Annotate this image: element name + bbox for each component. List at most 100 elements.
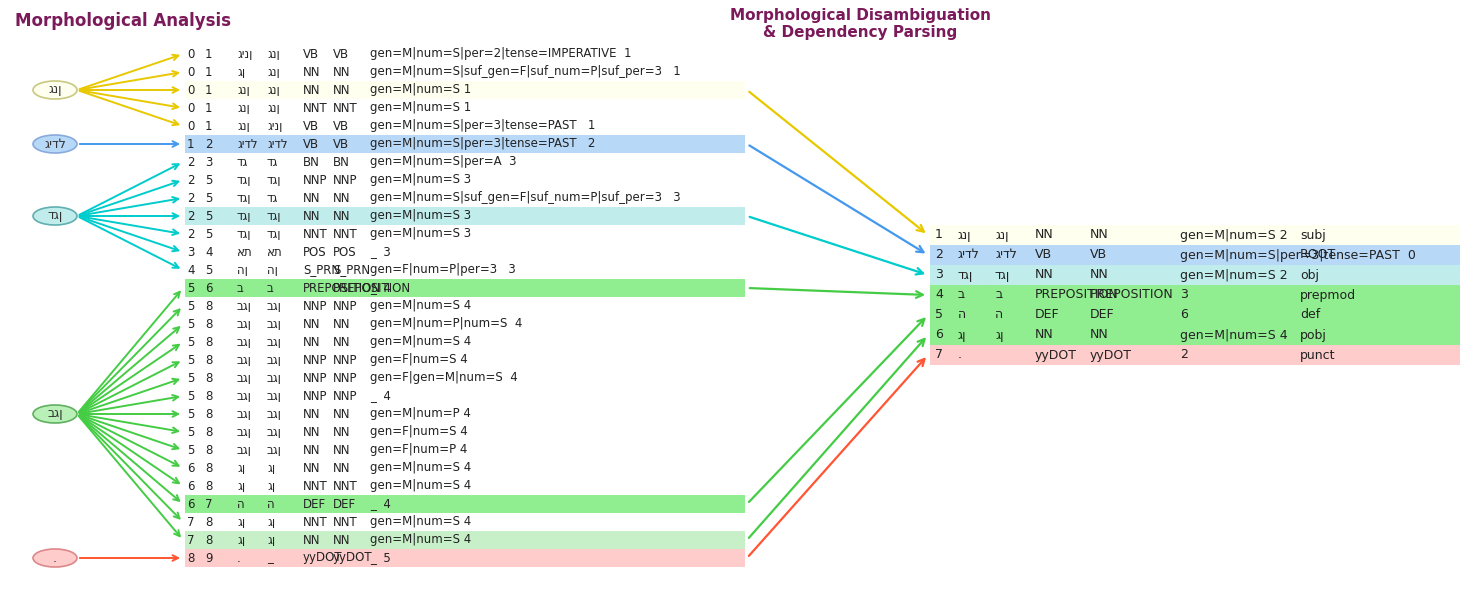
Text: 8: 8 [205,480,212,492]
Text: gen=F|gen=M|num=S  4: gen=F|gen=M|num=S 4 [369,371,518,384]
Text: gen=M|num=S 4: gen=M|num=S 4 [369,461,471,475]
Text: גידל: גידל [995,248,1017,262]
Text: 8: 8 [205,426,212,438]
Text: NNT: NNT [333,515,358,529]
Text: בגן: בגן [237,426,252,438]
Text: 1: 1 [205,101,212,115]
Text: 8: 8 [205,461,212,475]
Text: gen=M|num=S 4: gen=M|num=S 4 [369,534,471,546]
Text: Morphological Analysis: Morphological Analysis [15,12,231,30]
Text: gen=M|num=S|per=3|tense=PAST  0: gen=M|num=S|per=3|tense=PAST 0 [1181,248,1416,262]
Text: ה: ה [958,308,966,322]
Text: 1: 1 [205,66,212,78]
Text: DEF: DEF [1089,308,1114,322]
Text: בגן: בגן [237,299,252,313]
Text: NN: NN [1089,268,1108,282]
Text: gen=M|num=S 4: gen=M|num=S 4 [369,515,471,529]
Text: NNP: NNP [303,390,327,402]
Text: 1: 1 [205,47,212,61]
Text: gen=F|num=P|per=3   3: gen=F|num=P|per=3 3 [369,263,515,277]
Text: pobj: pobj [1300,328,1326,342]
Text: גן: גן [266,515,275,529]
Text: בגן: בגן [266,317,281,330]
Text: ה: ה [237,498,244,510]
Text: 3: 3 [935,268,944,282]
Text: 8: 8 [205,390,212,402]
Text: 5: 5 [205,263,212,277]
Text: NN: NN [333,84,350,97]
Text: 5: 5 [187,426,194,438]
Text: VB: VB [1089,248,1107,262]
Text: VB: VB [1035,248,1052,262]
Text: PREPOSITION: PREPOSITION [1035,288,1119,302]
Text: בגן: בגן [266,336,281,348]
Bar [185,495,745,512]
Text: 2: 2 [187,174,194,186]
Text: 5: 5 [205,174,212,186]
Text: NN: NN [333,317,350,330]
Text: גינן: גינן [266,120,283,132]
Bar [185,207,745,225]
Text: VB: VB [303,138,319,151]
Text: 2: 2 [187,228,194,240]
Text: דג: דג [266,191,278,205]
Text: דגן: דגן [237,174,252,186]
Text: gen=M|num=S 4: gen=M|num=S 4 [369,299,471,313]
Text: 8: 8 [205,444,212,456]
Text: בגן: בגן [266,371,281,384]
Text: NNP: NNP [303,371,327,384]
Text: בגן: בגן [237,353,252,367]
Bar [185,369,745,387]
Text: בגן: בגן [237,371,252,384]
Bar [185,513,745,531]
Text: PREPOSITION: PREPOSITION [1089,288,1173,302]
Text: PREPOSITION: PREPOSITION [333,282,411,294]
Text: בגן: בגן [266,444,281,456]
Text: בגן: בגן [47,407,63,421]
Text: 1: 1 [205,84,212,97]
Text: ב: ב [995,288,1002,302]
Text: גנן: גנן [237,84,250,97]
Text: punct: punct [1300,348,1335,362]
Text: _  4: _ 4 [369,282,392,294]
Text: הן: הן [266,263,278,277]
Text: גידל: גידל [266,138,287,151]
Text: בגן: בגן [266,353,281,367]
Bar [930,265,1460,285]
Text: דגן: דגן [47,209,63,223]
Text: gen=M|num=S 1: gen=M|num=S 1 [369,101,471,115]
Text: Morphological Disambiguation
& Dependency Parsing: Morphological Disambiguation & Dependenc… [730,8,991,41]
Text: NN: NN [303,407,321,421]
Text: בגן: בגן [237,444,252,456]
Text: NNP: NNP [333,174,358,186]
Text: S_PRN: S_PRN [333,263,369,277]
Text: 5: 5 [205,228,212,240]
Text: POS: POS [303,245,327,259]
Text: דג: דג [266,155,278,169]
Text: gen=M|num=S 3: gen=M|num=S 3 [369,228,471,240]
Text: ה: ה [266,498,275,510]
Text: ב: ב [958,288,966,302]
Text: NNT: NNT [333,480,358,492]
Text: גן: גן [266,461,275,475]
Text: גנן: גנן [266,47,280,61]
Text: VB: VB [333,47,349,61]
Text: NN: NN [1089,228,1108,242]
Text: 3: 3 [1181,288,1188,302]
Text: 2: 2 [205,138,212,151]
Text: 8: 8 [205,534,212,546]
Text: בגן: בגן [237,317,252,330]
Bar [185,315,745,333]
Text: NN: NN [333,336,350,348]
Bar [185,423,745,441]
Text: NN: NN [1035,328,1054,342]
Bar [185,279,745,296]
Text: גנן: גנן [237,120,250,132]
Text: ב: ב [237,282,244,294]
Text: ROOT: ROOT [1300,248,1337,262]
Text: subj: subj [1300,228,1326,242]
Text: בגן: בגן [266,390,281,402]
Text: בגן: בגן [237,407,252,421]
Text: 2: 2 [1181,348,1188,362]
Text: VB: VB [303,120,319,132]
